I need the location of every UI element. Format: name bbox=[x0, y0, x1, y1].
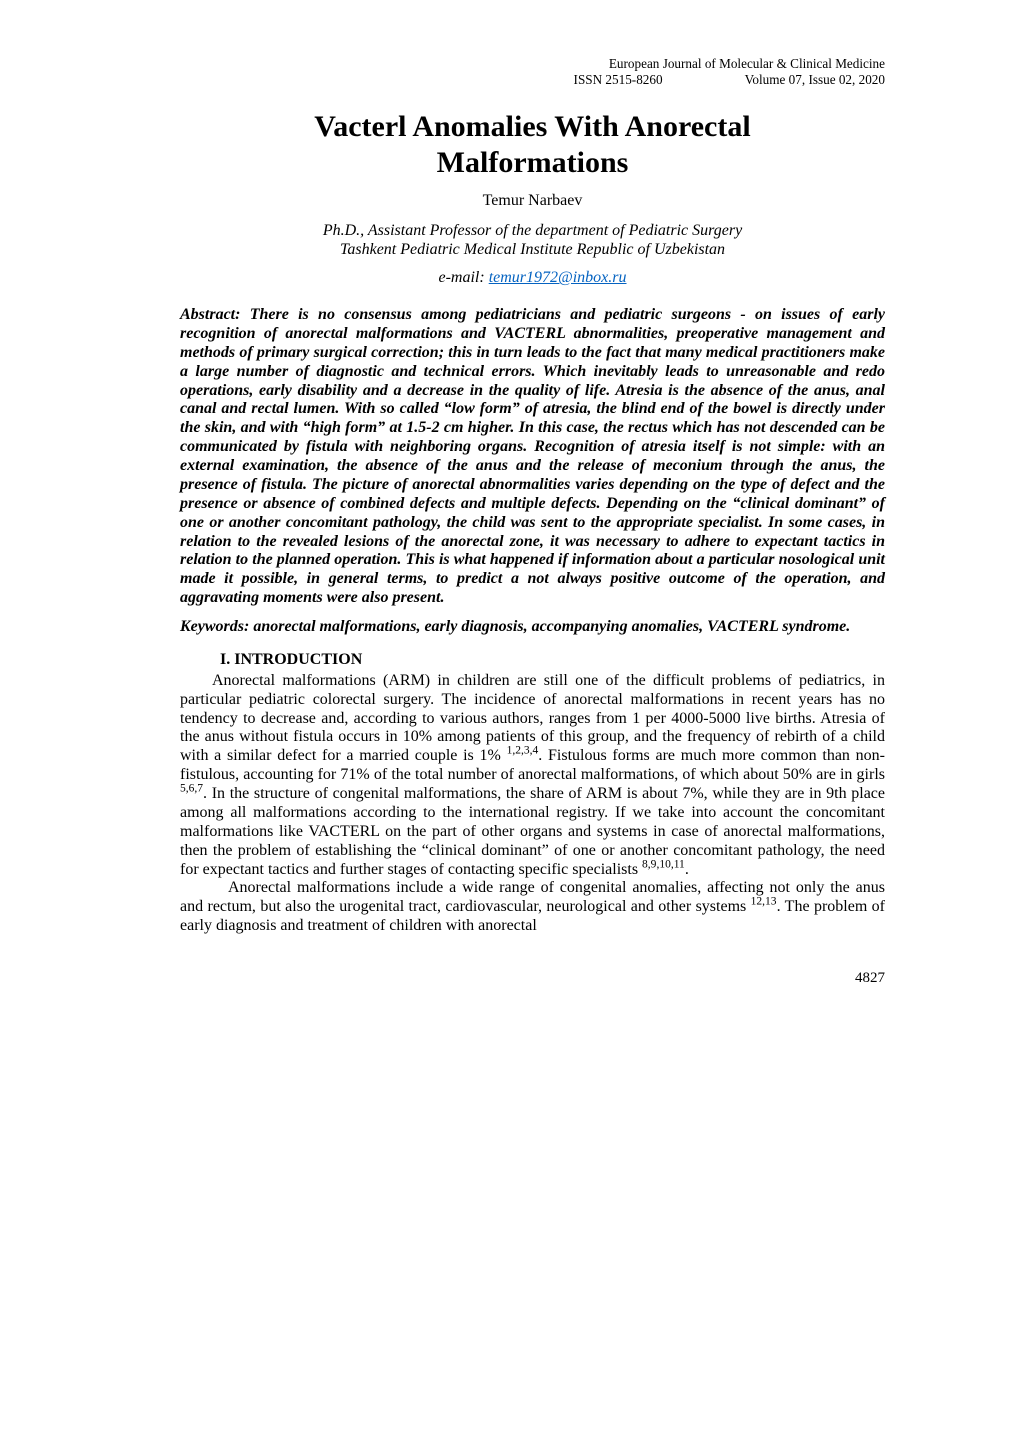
page-number: 4827 bbox=[180, 970, 885, 988]
body-paragraph: Anorectal malformations (ARM) in childre… bbox=[180, 672, 885, 880]
citation-superscript: 5,6,7 bbox=[180, 783, 203, 795]
citation-superscript: 8,9,10,11 bbox=[642, 858, 685, 870]
body-paragraph: Anorectal malformations include a wide r… bbox=[180, 879, 885, 936]
title-line-1: Vacterl Anomalies With Anorectal bbox=[314, 110, 750, 143]
email-label: e-mail: bbox=[438, 269, 488, 286]
volume-issue: Volume 07, Issue 02, 2020 bbox=[745, 72, 885, 88]
affiliation-line-1: Ph.D., Assistant Professor of the depart… bbox=[323, 222, 742, 239]
issn: ISSN 2515-8260 bbox=[574, 72, 663, 88]
body-text: . bbox=[685, 861, 689, 878]
author-affiliation: Ph.D., Assistant Professor of the depart… bbox=[180, 221, 885, 259]
article-title: Vacterl Anomalies With Anorectal Malform… bbox=[180, 109, 885, 180]
body-text: . In the structure of congenital malform… bbox=[180, 785, 885, 878]
abstract-block: Abstract: There is no consensus among pe… bbox=[180, 306, 885, 608]
journal-name: European Journal of Molecular & Clinical… bbox=[609, 56, 885, 72]
citation-superscript: 12,13 bbox=[751, 896, 777, 908]
section-heading-introduction: I. INTRODUCTION bbox=[220, 651, 885, 670]
title-line-2: Malformations bbox=[437, 146, 629, 179]
citation-superscript: 1,2,3,4 bbox=[507, 745, 539, 757]
keywords-block: Keywords: anorectal malformations, early… bbox=[180, 618, 885, 637]
author-email: e-mail: temur1972@inbox.ru bbox=[180, 269, 885, 288]
affiliation-line-2: Tashkent Pediatric Medical Institute Rep… bbox=[340, 241, 725, 258]
running-header: European Journal of Molecular & Clinical… bbox=[180, 56, 885, 87]
author-name: Temur Narbaev bbox=[180, 192, 885, 211]
email-link[interactable]: temur1972@inbox.ru bbox=[489, 269, 627, 286]
